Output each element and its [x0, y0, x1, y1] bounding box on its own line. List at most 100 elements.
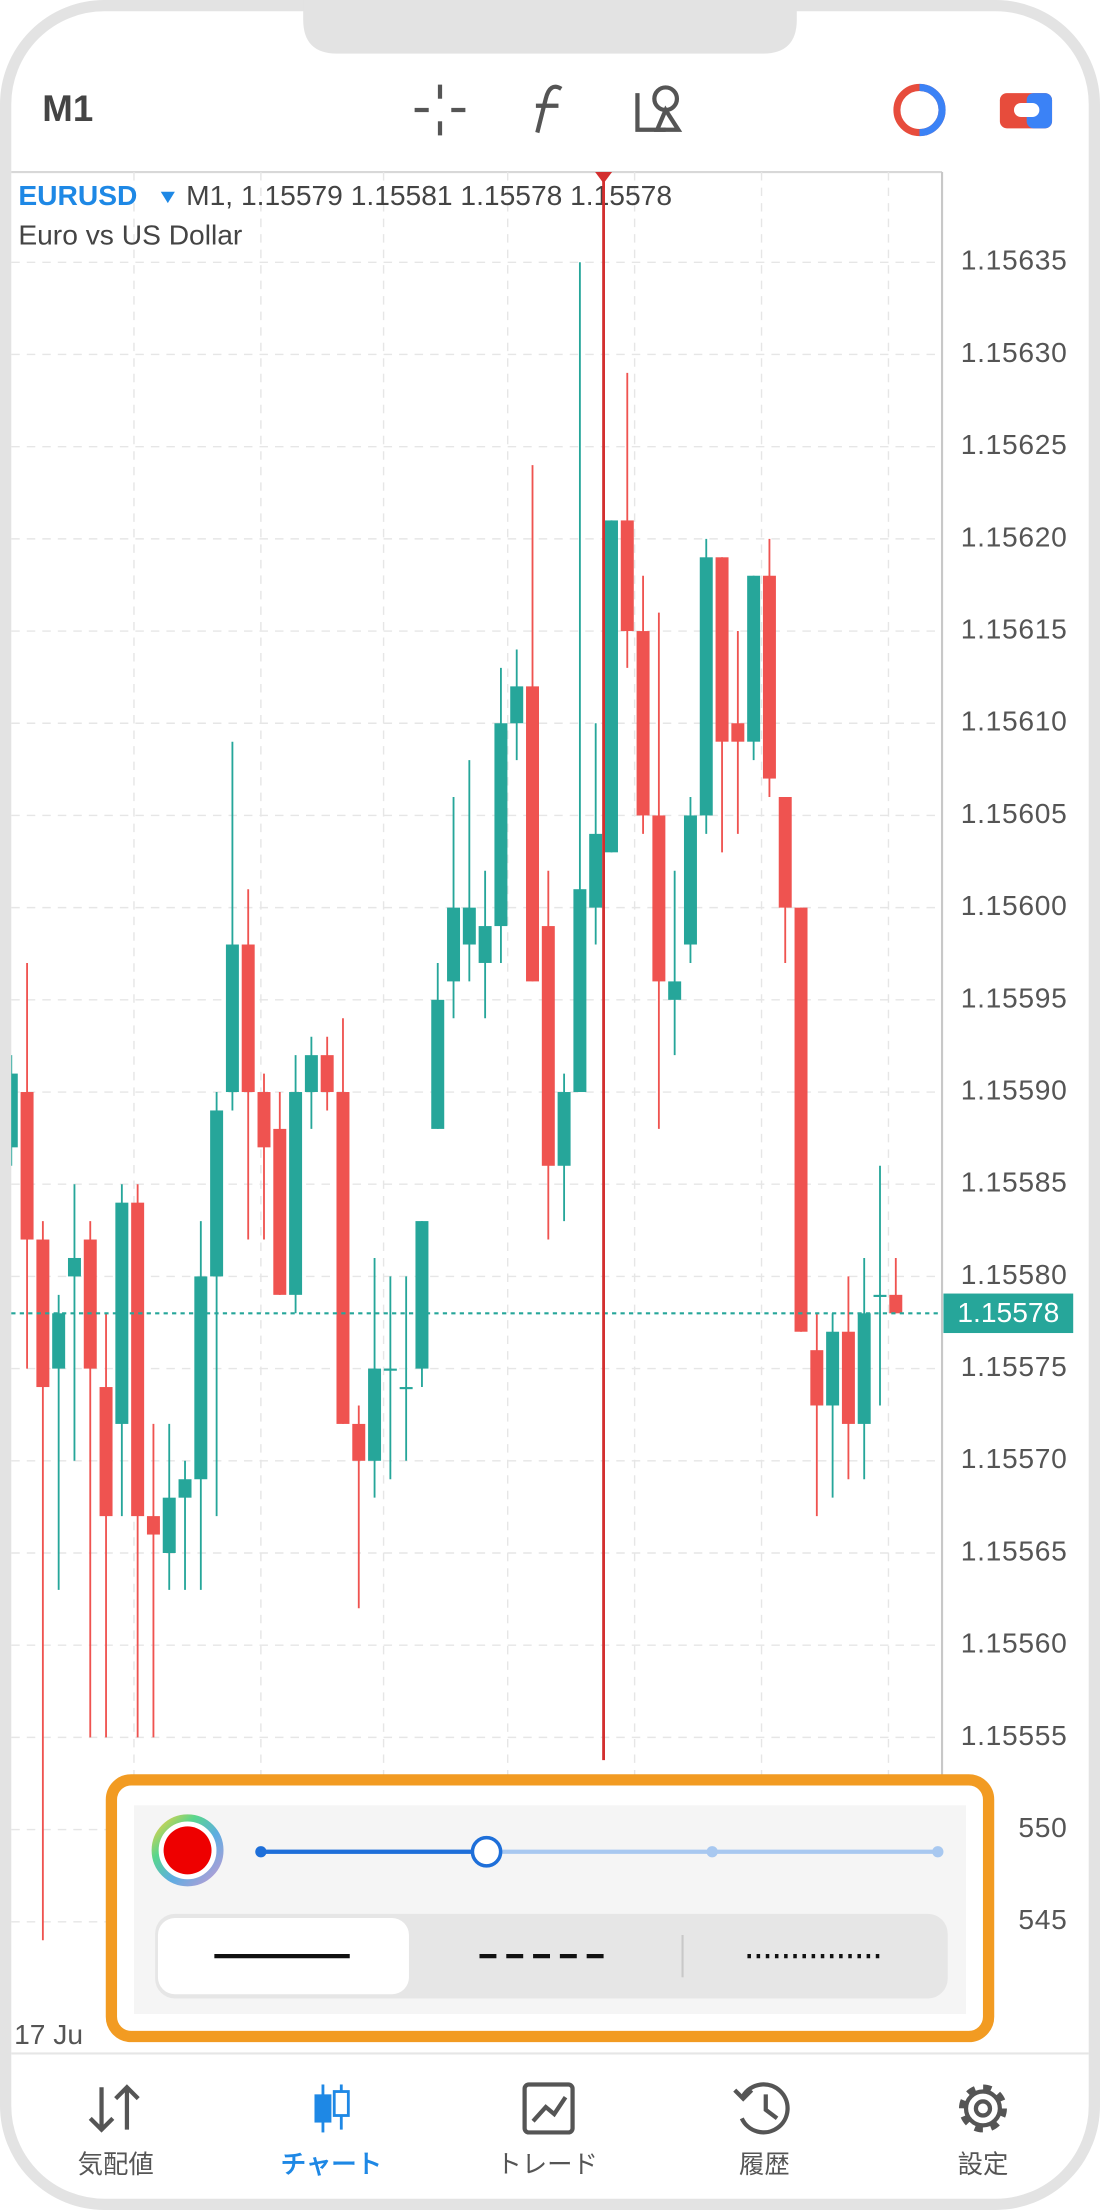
price-tick-label: 1.15620	[961, 520, 1068, 552]
tab-label[interactable]: 気配値	[78, 2151, 154, 2179]
candle-body	[178, 1479, 192, 1498]
candle-body	[336, 1092, 350, 1424]
candle-body	[478, 926, 492, 963]
ohlc-info: M1, 1.15579 1.15581 1.15578 1.15578	[186, 179, 672, 211]
candle-body	[526, 686, 539, 982]
candle-body	[241, 944, 255, 1093]
candle-body	[778, 797, 792, 908]
candle-body	[273, 1128, 287, 1295]
quotes-icon[interactable]	[88, 2084, 140, 2133]
symbol-description: Euro vs US Dollar	[18, 218, 242, 250]
history-icon[interactable]	[733, 2082, 790, 2135]
candle-body	[257, 1092, 271, 1148]
candle-body	[573, 889, 587, 1093]
candle-body	[431, 999, 445, 1129]
candle-body	[52, 1313, 66, 1369]
candle-body	[194, 1276, 208, 1480]
price-tick-label: 1.15560	[961, 1627, 1068, 1659]
objects-icon[interactable]	[635, 85, 683, 132]
candle-body	[83, 1239, 97, 1369]
candle-body	[510, 686, 524, 724]
candle-body	[636, 631, 650, 816]
candle-body	[320, 1055, 334, 1093]
indicators-icon[interactable]	[535, 84, 563, 134]
trade-icon[interactable]	[999, 93, 1053, 129]
chart-icon[interactable]	[314, 2084, 350, 2133]
candle-body	[541, 926, 555, 1166]
candle-body	[731, 723, 745, 742]
candle-body	[383, 1368, 397, 1371]
price-tick-label: 1.15625	[961, 428, 1068, 460]
candle-body	[99, 1387, 113, 1517]
price-tick-label: 1.15610	[961, 705, 1068, 737]
candle-body	[794, 907, 808, 1332]
candle-body	[557, 1092, 571, 1166]
price-tick-label: 1.15615	[961, 613, 1068, 645]
candle-body	[352, 1423, 366, 1461]
tab-label[interactable]: トレード	[496, 2151, 597, 2179]
candle-body	[36, 1239, 50, 1388]
color-picker[interactable]	[151, 1814, 224, 1887]
settings-icon[interactable]	[958, 2084, 1007, 2133]
tab-label[interactable]: 履歴	[739, 2151, 790, 2179]
price-tick-label: 1.15635	[961, 244, 1068, 276]
last-price-box	[943, 1293, 1074, 1334]
candle-body	[620, 520, 634, 632]
candle-body	[699, 557, 713, 816]
price-tick-label: 1.15600	[961, 889, 1068, 921]
price-tick-label: 550	[1018, 1811, 1067, 1843]
candle-body	[304, 1055, 318, 1093]
candle-body	[747, 575, 761, 742]
candle-body	[289, 1092, 303, 1295]
symbol-dropdown[interactable]	[160, 191, 175, 204]
candle-body	[67, 1257, 81, 1277]
last-price-label: 1.15578	[957, 1296, 1059, 1328]
candle-body	[415, 1221, 429, 1369]
candle-body	[668, 981, 682, 1000]
tab-label[interactable]: チャート	[281, 2151, 382, 2179]
candle-body	[225, 944, 239, 1093]
trade-tab-icon[interactable]	[522, 2082, 575, 2135]
candle-body	[605, 520, 618, 853]
candle-body	[462, 907, 476, 945]
price-tick-label: 1.15595	[961, 981, 1068, 1013]
candle-body	[873, 1294, 887, 1297]
timeframe[interactable]: M1	[42, 88, 93, 129]
price-tick-label: 1.15565	[961, 1534, 1068, 1566]
notch	[303, 0, 797, 54]
price-tick-label: 1.15570	[961, 1442, 1068, 1474]
candle-body	[841, 1331, 855, 1424]
candle-body	[447, 907, 461, 982]
candle-body	[20, 1092, 34, 1240]
account-icon[interactable]	[893, 83, 946, 137]
candle-body	[762, 575, 776, 779]
price-tick-label: 1.15605	[961, 797, 1068, 829]
symbol[interactable]: EURUSD	[18, 179, 137, 211]
width-slider[interactable]	[255, 1835, 944, 1868]
candle-body	[589, 833, 603, 908]
candle-body	[810, 1350, 824, 1406]
candle-body	[131, 1202, 145, 1517]
candle-body	[889, 1294, 903, 1314]
price-tick-label: 1.15585	[961, 1166, 1068, 1198]
crosshair-icon[interactable]	[414, 84, 466, 136]
price-tick-label: 1.15555	[961, 1719, 1068, 1751]
candle-body	[399, 1387, 413, 1390]
candle-body	[146, 1516, 160, 1535]
candle-body	[162, 1497, 176, 1553]
price-tick-label: 1.15630	[961, 336, 1068, 368]
candle-body	[210, 1110, 224, 1277]
candle-body	[368, 1368, 382, 1461]
crosshair-marker	[595, 172, 613, 184]
price-tick-label: 1.15575	[961, 1350, 1068, 1382]
candle-body	[715, 557, 729, 742]
candle-body	[494, 723, 508, 927]
candle-body	[683, 815, 697, 945]
candle-body	[826, 1331, 840, 1406]
price-tick-label: 1.15580	[961, 1258, 1068, 1290]
price-tick-label: 545	[1018, 1903, 1067, 1935]
tab-label[interactable]: 設定	[958, 2151, 1009, 2179]
candle-body	[652, 815, 666, 982]
